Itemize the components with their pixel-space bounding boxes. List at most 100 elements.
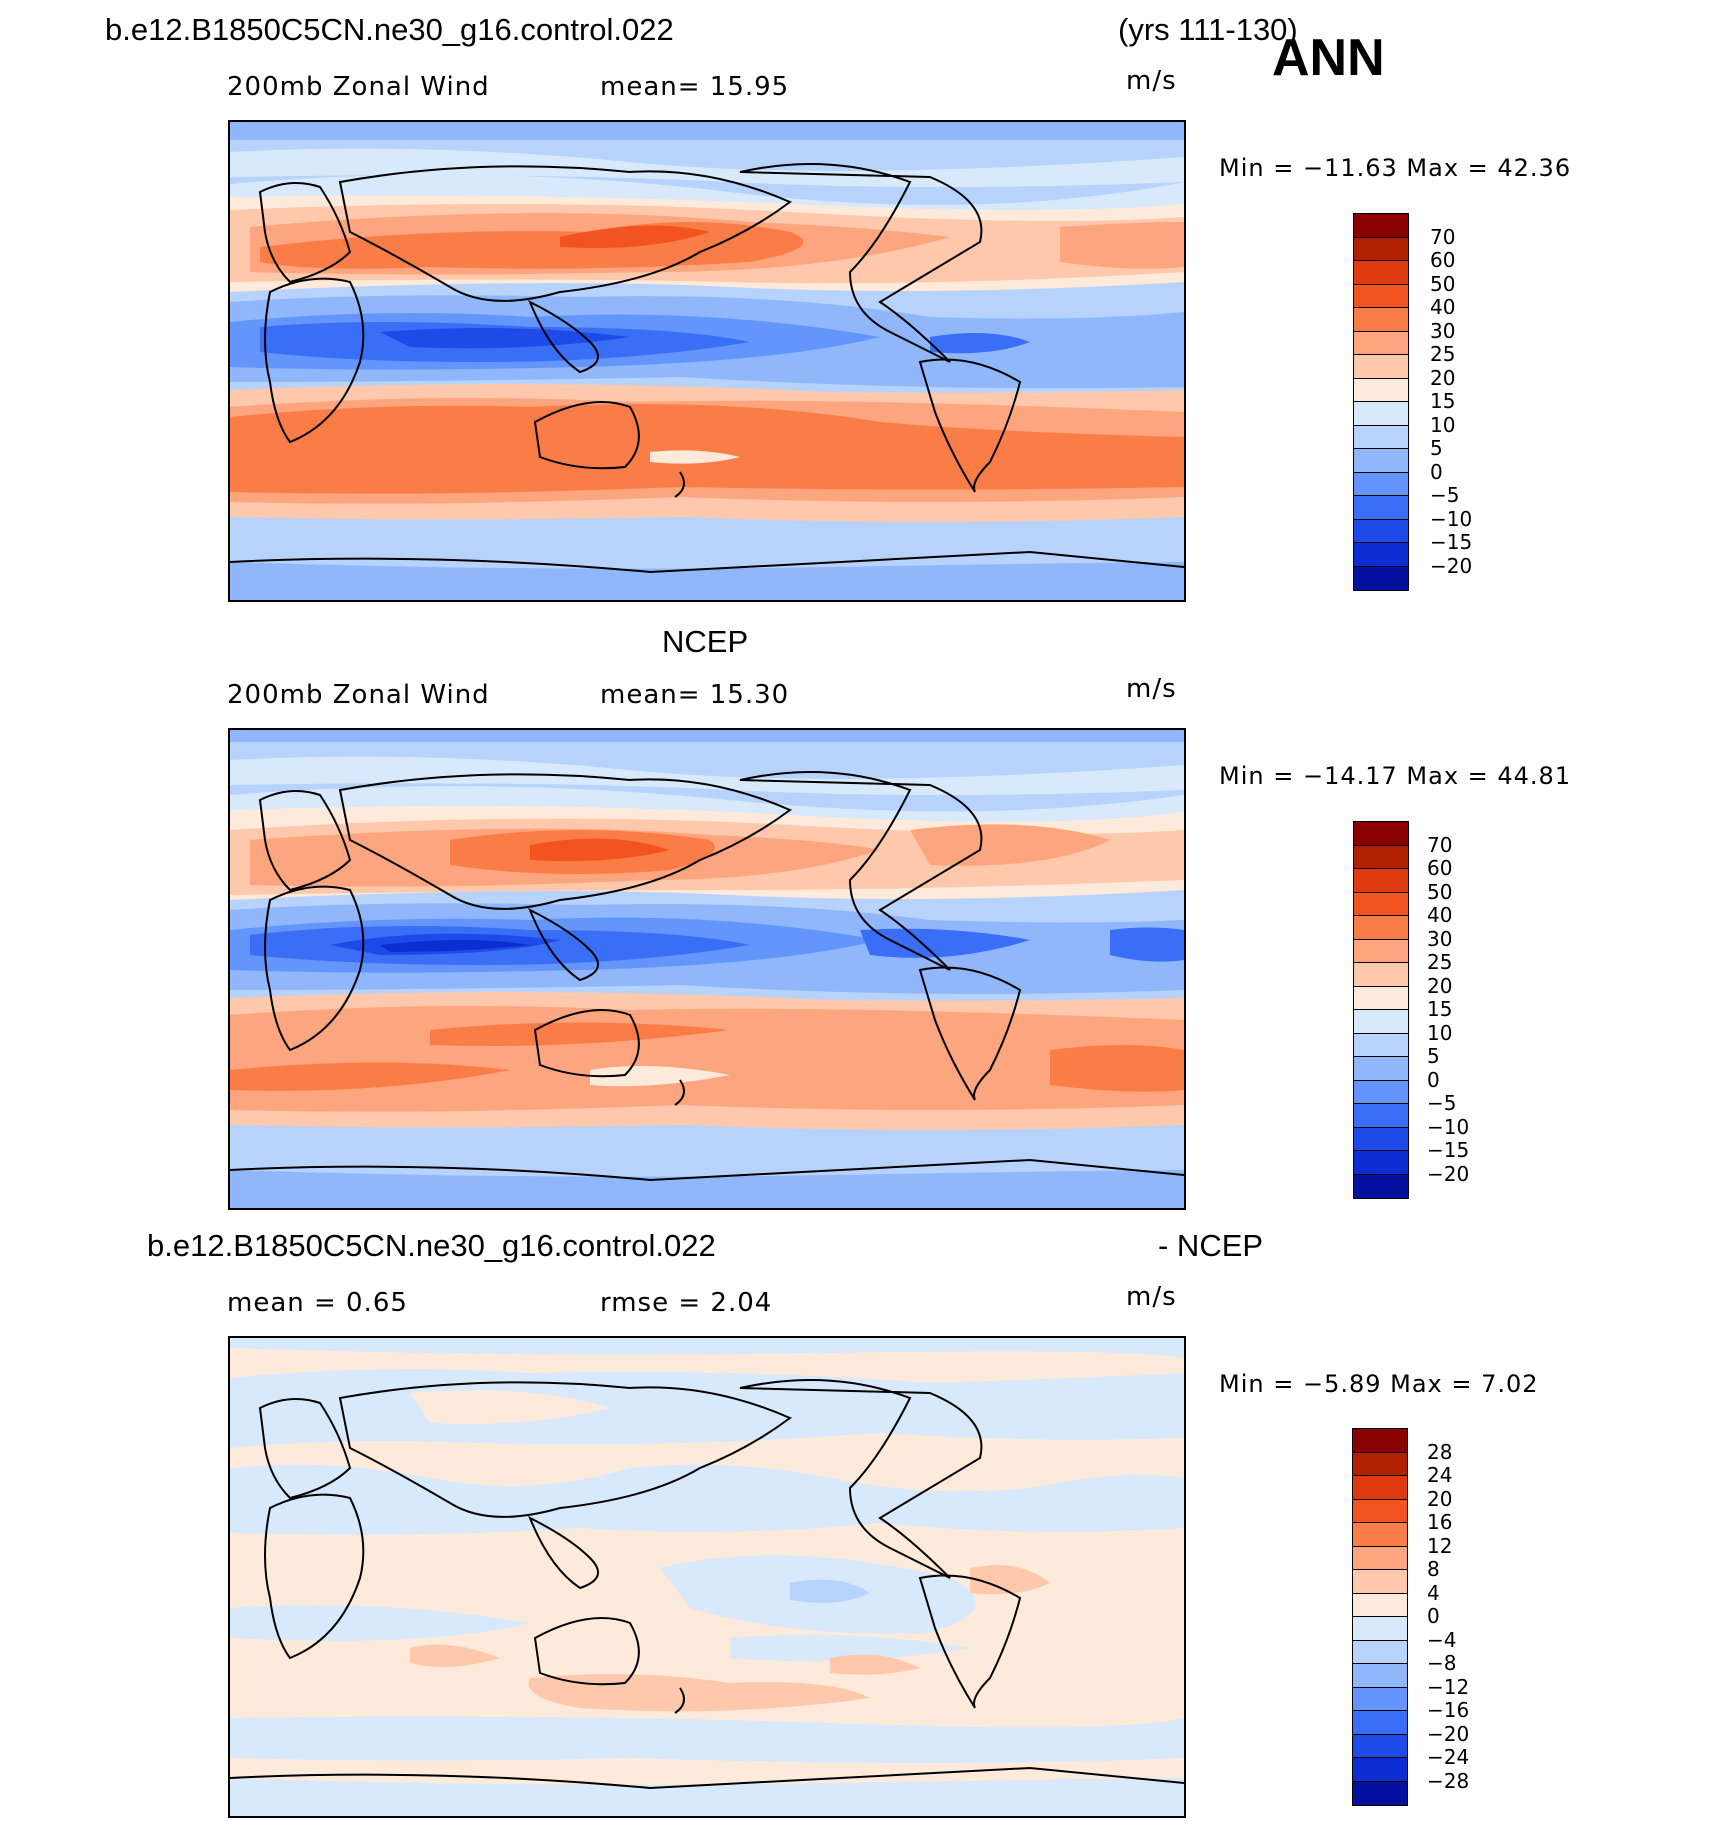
colorbar-swatch — [1354, 1010, 1408, 1034]
panel1-minmax: Min = −11.63 Max = 42.36 — [1219, 154, 1572, 182]
colorbar-level-label: 50 — [1427, 879, 1453, 904]
colorbar-swatch — [1354, 425, 1408, 449]
colorbar-level-label: 60 — [1427, 856, 1453, 880]
colorbar-swatch — [1354, 214, 1408, 238]
panel2-variable: 200mb Zonal Wind — [227, 680, 490, 710]
colorbar-swatch — [1354, 566, 1408, 590]
colorbar-swatch — [1353, 1452, 1407, 1476]
colorbar-swatch — [1354, 237, 1408, 261]
colorbar-level-label: 0 — [1427, 1604, 1440, 1628]
colorbar-swatch — [1353, 1546, 1407, 1570]
panel2-mean: mean= 15.30 — [600, 680, 790, 710]
colorbar-level-label: 0 — [1430, 459, 1443, 484]
colorbar-level-label: −16 — [1427, 1698, 1470, 1722]
colorbar-swatch — [1354, 261, 1408, 285]
colorbar-swatch — [1354, 1104, 1408, 1128]
panel1-map — [228, 120, 1186, 602]
colorbar-swatch — [1353, 1711, 1407, 1735]
colorbar-level-label: −12 — [1427, 1674, 1470, 1699]
panel3-title-right: - NCEP — [1158, 1228, 1264, 1263]
colorbar-swatch — [1354, 308, 1408, 332]
case-title: b.e12.B1850C5CN.ne30_g16.control.022 — [105, 12, 674, 47]
colorbar-level-label: 0 — [1427, 1067, 1440, 1092]
colorbar-level-label: 70 — [1427, 832, 1453, 857]
colorbar-swatch — [1354, 939, 1408, 963]
colorbar-level-label: −20 — [1427, 1721, 1470, 1746]
colorbar-swatch — [1353, 1593, 1407, 1617]
colorbar-swatch — [1354, 472, 1408, 496]
colorbar-level-label: −5 — [1427, 1091, 1457, 1115]
colorbar-swatch — [1354, 822, 1408, 846]
colorbar-level-label: 10 — [1430, 412, 1456, 437]
colorbar-swatch — [1354, 869, 1408, 893]
colorbar-swatch — [1354, 963, 1408, 987]
colorbar-level-label: −20 — [1430, 553, 1473, 578]
panel3-rmse: rmse = 2.04 — [600, 1288, 773, 1318]
colorbar-swatch — [1354, 355, 1408, 379]
colorbar-swatch — [1353, 1687, 1407, 1711]
colorbar-swatch — [1354, 284, 1408, 308]
colorbar-level-label: 70 — [1430, 224, 1456, 249]
colorbar-level-label: 40 — [1427, 903, 1453, 927]
colorbar-swatch — [1354, 402, 1408, 426]
colorbar-swatch — [1354, 1057, 1408, 1081]
colorbar-swatch — [1354, 378, 1408, 402]
panel3-title-left: b.e12.B1850C5CN.ne30_g16.control.022 — [147, 1228, 716, 1263]
colorbar-level-label: 40 — [1430, 295, 1456, 319]
colorbar-level-label: 60 — [1430, 248, 1456, 272]
colorbar-swatch — [1353, 1640, 1407, 1664]
colorbar-level-label: −5 — [1430, 483, 1460, 507]
colorbar-level-label: 28 — [1427, 1439, 1453, 1464]
colorbar-swatch — [1354, 1033, 1408, 1057]
colorbar-level-label: 8 — [1427, 1557, 1440, 1581]
colorbar-level-label: 25 — [1427, 950, 1453, 974]
colorbar-swatch — [1354, 986, 1408, 1010]
colorbar-level-label: 20 — [1430, 365, 1456, 390]
colorbar-swatch — [1353, 1758, 1407, 1782]
panel2-title: NCEP — [662, 624, 749, 659]
colorbar-level-label: 15 — [1427, 997, 1453, 1021]
colorbar-swatch — [1354, 1080, 1408, 1104]
colorbar-level-label: −8 — [1427, 1651, 1457, 1675]
colorbar-swatch — [1353, 1476, 1407, 1500]
colorbar-level-label: 5 — [1430, 436, 1443, 460]
colorbar-level-label: 24 — [1427, 1463, 1453, 1487]
colorbar-swatch — [1354, 543, 1408, 567]
colorbar-level-label: 30 — [1427, 926, 1453, 951]
panel3-minmax: Min = −5.89 Max = 7.02 — [1219, 1370, 1539, 1398]
colorbar-level-label: 30 — [1430, 318, 1456, 343]
panel3-colorbar — [1352, 1428, 1408, 1806]
colorbar-swatch — [1353, 1570, 1407, 1594]
colorbar-level-label: 25 — [1430, 342, 1456, 366]
colorbar-level-label: 20 — [1427, 1486, 1453, 1511]
panel2-contour-field — [230, 730, 1184, 1208]
colorbar-level-label: −10 — [1427, 1114, 1470, 1139]
colorbar-swatch — [1354, 916, 1408, 940]
colorbar-swatch — [1354, 449, 1408, 473]
colorbar-swatch — [1354, 1174, 1408, 1198]
panel2-map — [228, 728, 1186, 1210]
colorbar-swatch — [1353, 1664, 1407, 1688]
colorbar-level-label: 12 — [1427, 1533, 1453, 1558]
panel1-colorbar — [1353, 213, 1409, 591]
colorbar-level-label: −28 — [1427, 1768, 1470, 1793]
colorbar-swatch — [1353, 1781, 1407, 1805]
panel2-units: m/s — [1126, 674, 1177, 704]
colorbar-swatch — [1353, 1734, 1407, 1758]
colorbar-level-label: −20 — [1427, 1161, 1470, 1186]
panel1-variable: 200mb Zonal Wind — [227, 72, 490, 102]
panel1-mean: mean= 15.95 — [600, 72, 790, 102]
colorbar-level-label: −10 — [1430, 506, 1473, 531]
colorbar-level-label: −4 — [1427, 1627, 1457, 1652]
colorbar-level-label: 20 — [1427, 973, 1453, 998]
panel1-contour-field — [230, 122, 1184, 600]
colorbar-level-label: 10 — [1427, 1020, 1453, 1045]
colorbar-level-label: −15 — [1427, 1138, 1470, 1162]
colorbar-swatch — [1354, 496, 1408, 520]
panel3-mean: mean = 0.65 — [227, 1288, 408, 1318]
colorbar-swatch — [1354, 1127, 1408, 1151]
season-label: ANN — [1272, 29, 1385, 87]
colorbar-swatch — [1353, 1499, 1407, 1523]
colorbar-swatch — [1353, 1429, 1407, 1453]
panel2-colorbar — [1353, 821, 1409, 1199]
